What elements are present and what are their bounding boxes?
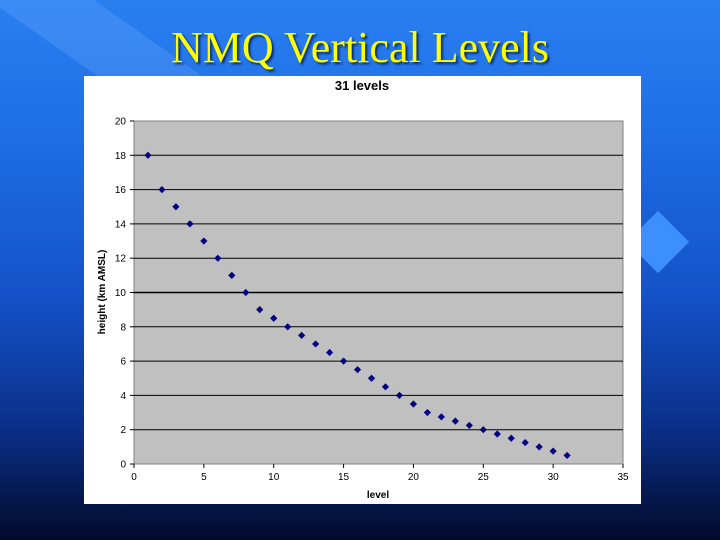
data-point	[493, 430, 501, 438]
x-axis-label: level	[367, 490, 389, 501]
y-tick-label: 8	[120, 322, 126, 333]
data-point	[381, 383, 390, 391]
data-point	[242, 288, 250, 297]
data-point	[158, 186, 166, 194]
data-point	[465, 421, 473, 430]
data-point	[214, 254, 222, 262]
x-tick-label: 25	[478, 472, 490, 483]
data-point	[563, 451, 571, 460]
x-tick-label: 15	[338, 472, 350, 483]
y-tick-label: 6	[120, 357, 126, 368]
x-tick-labels: 0 5 10 15 20 25 30 35	[131, 464, 629, 483]
y-tick-label: 4	[120, 391, 126, 402]
x-tick-label: 5	[201, 472, 207, 483]
grid-lines	[134, 154, 623, 431]
y-tick-label: 20	[115, 117, 127, 128]
y-tick-label: 10	[115, 288, 127, 299]
data-point	[437, 413, 445, 421]
data-point	[451, 417, 459, 425]
x-tick-label: 30	[548, 472, 560, 483]
y-axis-label: height (km AMSL)	[97, 250, 108, 335]
data-point	[535, 443, 543, 451]
data-point	[172, 203, 180, 211]
x-tick-label: 35	[617, 472, 629, 483]
y-tick-label: 0	[120, 460, 126, 471]
slide-title: NMQ Vertical Levels	[171, 23, 549, 72]
data-point	[395, 391, 404, 399]
data-point	[409, 400, 418, 408]
y-tick-label: 12	[115, 254, 127, 265]
chart-title: 31 levels	[335, 78, 389, 93]
y-tick-label: 14	[115, 219, 127, 230]
data-point	[200, 237, 208, 245]
x-tick-label: 20	[408, 472, 420, 483]
y-tick-label: 2	[120, 425, 126, 436]
data-point	[326, 348, 334, 357]
y-tick-labels: 0 2 4 6 8 10 12 14 16 18 20	[115, 117, 134, 471]
y-tick-label: 18	[115, 151, 127, 162]
x-tick-label: 0	[131, 472, 137, 483]
data-point	[479, 426, 487, 434]
data-point	[367, 374, 376, 382]
data-point	[507, 434, 515, 442]
data-point	[144, 151, 152, 159]
x-tick-label: 10	[268, 472, 280, 483]
data-point	[186, 220, 194, 228]
chart-panel: 31 levels 0 2 4 6 8 10 12 14 16 18 20 0 5 10 15 20 25 30…	[84, 76, 641, 504]
y-tick-label: 16	[115, 185, 127, 196]
data-point	[339, 357, 348, 365]
data-point	[521, 438, 529, 447]
data-point	[423, 408, 431, 417]
chart-svg: 31 levels 0 2 4 6 8 10 12 14 16 18 20 0 5 10 15 20 25 30…	[97, 78, 629, 501]
data-point	[549, 447, 557, 455]
data-point	[353, 366, 362, 374]
